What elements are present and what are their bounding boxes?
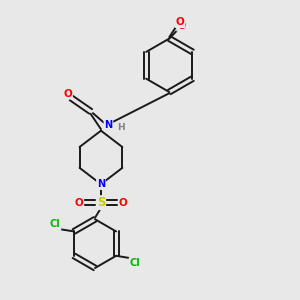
Text: O: O [176,17,184,27]
Text: Cl: Cl [50,219,61,229]
Text: O: O [75,198,83,208]
Text: H: H [117,123,125,132]
Text: S: S [97,196,105,209]
Text: N: N [104,120,112,130]
Text: Cl: Cl [130,258,140,268]
Text: O: O [118,198,127,208]
Text: N: N [97,179,105,189]
Text: O: O [177,21,185,31]
Text: O: O [63,88,72,98]
